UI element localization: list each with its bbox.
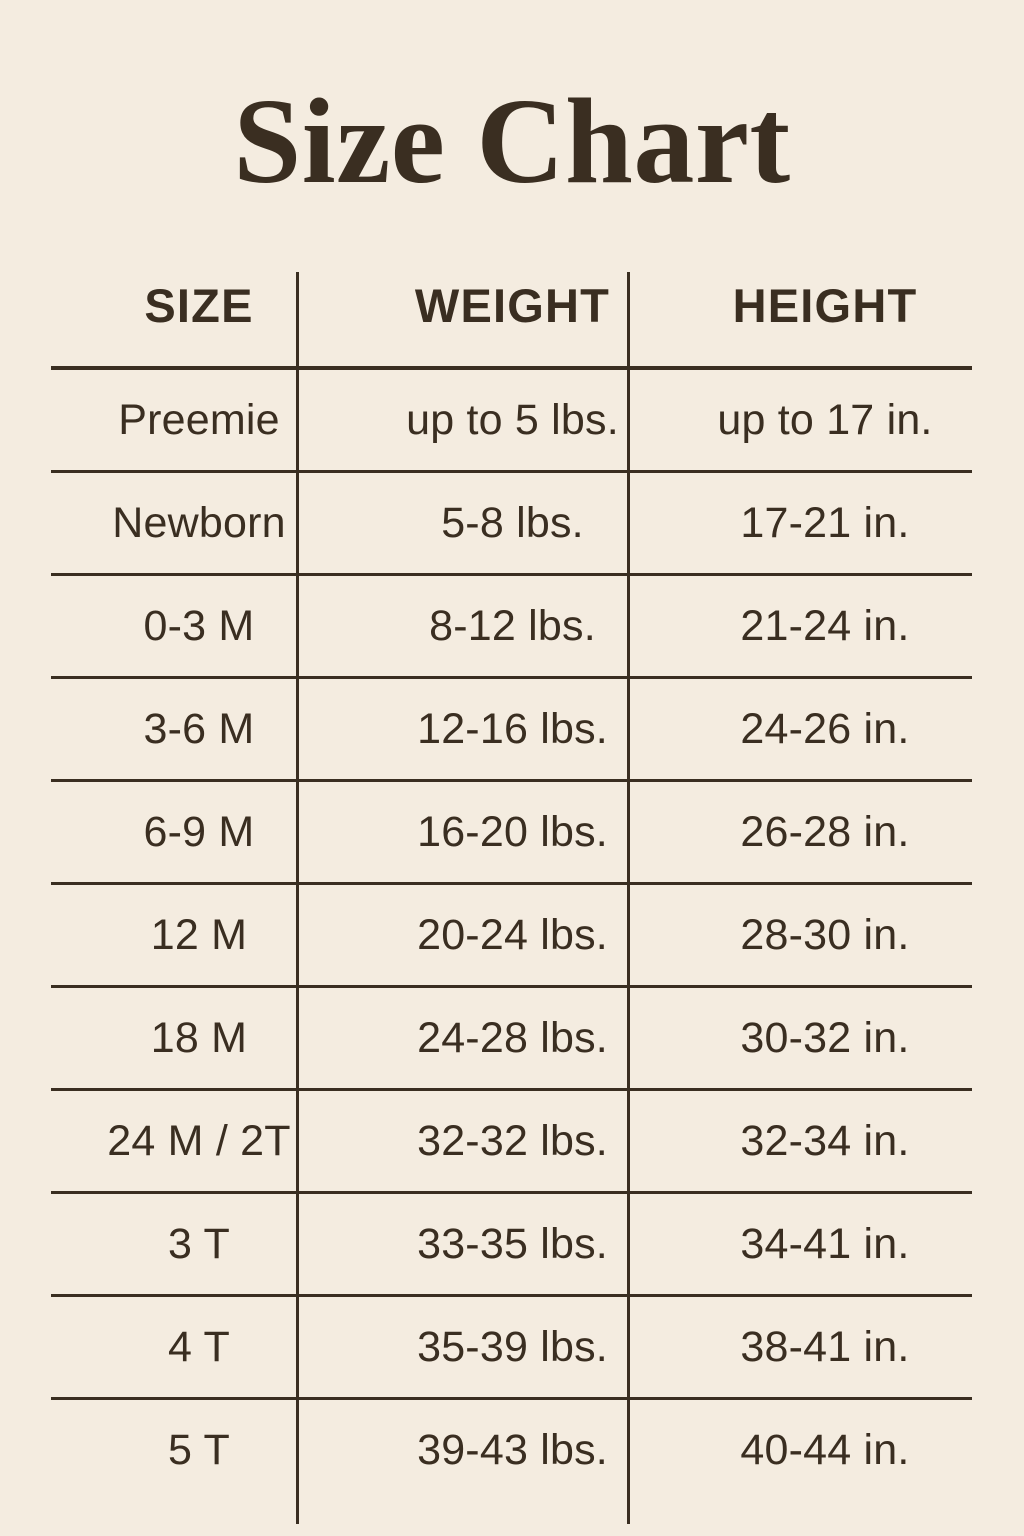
table-row: 5 T 39-43 lbs. 40-44 in. — [51, 1400, 972, 1500]
row-divider — [51, 1294, 972, 1297]
cell-height: 17-21 in. — [740, 498, 910, 547]
table-row: 3 T 33-35 lbs. 34-41 in. — [51, 1194, 972, 1294]
column-divider-1 — [296, 272, 299, 1524]
table-header-row: SIZE WEIGHT HEIGHT — [51, 272, 972, 366]
cell-weight: 39-43 lbs. — [417, 1425, 608, 1474]
table-row: 0-3 M 8-12 lbs. 21-24 in. — [51, 576, 972, 676]
cell-size: 5 T — [168, 1425, 230, 1474]
cell-size: Preemie — [118, 395, 280, 444]
row-divider — [51, 985, 972, 988]
table-row: 4 T 35-39 lbs. 38-41 in. — [51, 1297, 972, 1397]
table-row: 12 M 20-24 lbs. 28-30 in. — [51, 885, 972, 985]
cell-height: 32-34 in. — [740, 1116, 910, 1165]
cell-height: 34-41 in. — [740, 1219, 910, 1268]
table-row: 3-6 M 12-16 lbs. 24-26 in. — [51, 679, 972, 779]
column-header-size: SIZE — [144, 279, 254, 332]
cell-weight: 35-39 lbs. — [417, 1322, 608, 1371]
cell-size: 4 T — [168, 1322, 230, 1371]
table-row: 18 M 24-28 lbs. 30-32 in. — [51, 988, 972, 1088]
table-row: Preemie up to 5 lbs. up to 17 in. — [51, 370, 972, 470]
table-row: Newborn 5-8 lbs. 17-21 in. — [51, 473, 972, 573]
cell-weight: 20-24 lbs. — [417, 910, 608, 959]
table-row: 6-9 M 16-20 lbs. 26-28 in. — [51, 782, 972, 882]
cell-height: 40-44 in. — [740, 1425, 910, 1474]
cell-height: 26-28 in. — [740, 807, 910, 856]
row-divider — [51, 573, 972, 576]
cell-size: 0-3 M — [143, 601, 255, 650]
cell-size: 18 M — [150, 1013, 248, 1062]
cell-weight: up to 5 lbs. — [406, 395, 619, 444]
page-title: Size Chart — [233, 74, 791, 209]
cell-weight: 12-16 lbs. — [417, 704, 608, 753]
cell-height: 28-30 in. — [740, 910, 910, 959]
row-divider — [51, 1397, 972, 1400]
cell-weight: 32-32 lbs. — [417, 1116, 608, 1165]
cell-size: 3 T — [168, 1219, 230, 1268]
cell-weight: 5-8 lbs. — [441, 498, 584, 547]
row-divider — [51, 1088, 972, 1091]
row-divider — [51, 882, 972, 885]
cell-height: up to 17 in. — [717, 395, 933, 444]
table-row: 24 M / 2T 32-32 lbs. 32-34 in. — [51, 1091, 972, 1191]
cell-weight: 8-12 lbs. — [429, 601, 596, 650]
cell-weight: 33-35 lbs. — [417, 1219, 608, 1268]
cell-height: 30-32 in. — [740, 1013, 910, 1062]
cell-size: Newborn — [112, 498, 286, 547]
cell-weight: 24-28 lbs. — [417, 1013, 608, 1062]
cell-height: 21-24 in. — [740, 601, 910, 650]
size-chart-table: SIZE WEIGHT HEIGHT Preemie up to 5 lbs. up… — [51, 272, 972, 1500]
column-header-weight: WEIGHT — [414, 279, 611, 332]
row-divider — [51, 779, 972, 782]
row-divider — [51, 676, 972, 679]
cell-size: 24 M / 2T — [107, 1116, 291, 1165]
cell-size: 3-6 M — [143, 704, 255, 753]
cell-height: 24-26 in. — [740, 704, 910, 753]
cell-size: 12 M — [150, 910, 248, 959]
row-divider — [51, 1191, 972, 1194]
column-header-height: HEIGHT — [732, 279, 918, 332]
cell-height: 38-41 in. — [740, 1322, 910, 1371]
row-divider — [51, 470, 972, 473]
cell-weight: 16-20 lbs. — [417, 807, 608, 856]
header-rule — [51, 366, 972, 370]
column-divider-2 — [627, 272, 630, 1524]
table-body: Preemie up to 5 lbs. up to 17 in. Newborn 5-… — [51, 370, 972, 1500]
cell-size: 6-9 M — [143, 807, 255, 856]
